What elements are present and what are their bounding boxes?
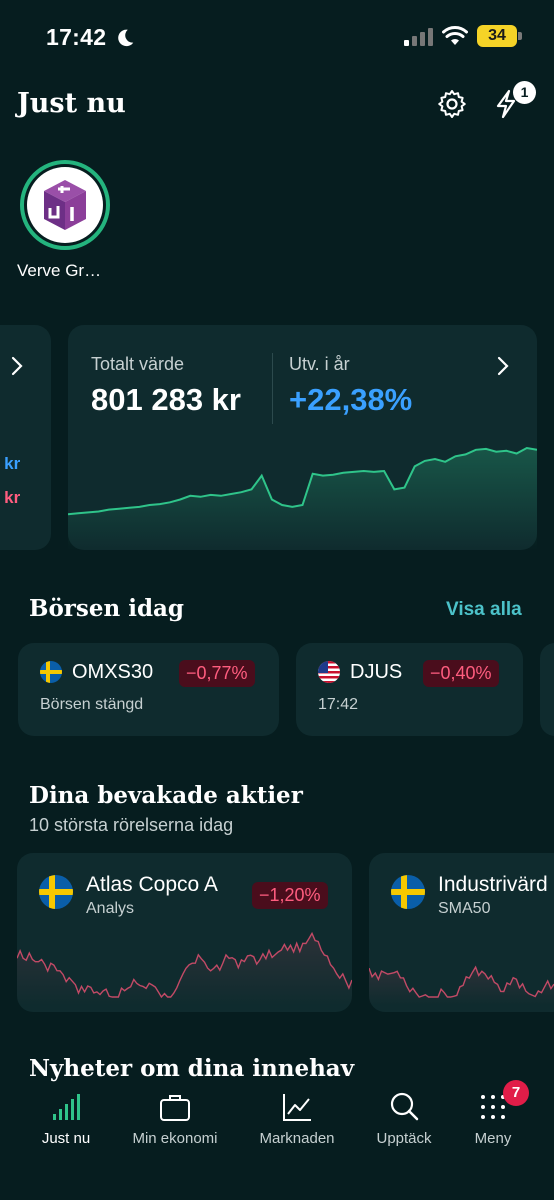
stock-sparkline — [369, 965, 554, 1005]
gear-icon[interactable] — [436, 88, 468, 120]
index-card-partial[interactable] — [540, 643, 554, 736]
nav-meny[interactable]: Meny — [438, 1090, 548, 1147]
stock-sparkline-line — [17, 931, 352, 999]
stock-change-badge: −1,20% — [252, 882, 328, 909]
market-section-title: Börsen idag — [29, 595, 185, 622]
usa-flag-icon — [318, 661, 340, 683]
stock-sparkline-area — [369, 967, 554, 1005]
index-name: DJUS — [350, 661, 403, 683]
total-value-label: Totalt värde — [91, 354, 185, 374]
status-time: 17:42 — [46, 24, 107, 50]
chevron-right-icon[interactable] — [496, 356, 510, 376]
index-change-badge: −0,77% — [179, 660, 255, 687]
index-card-djus[interactable] — [296, 643, 523, 736]
index-change-badge: −0,40% — [423, 660, 499, 687]
battery-icon: 34 — [477, 25, 517, 47]
cube-logo-icon — [44, 180, 86, 230]
signal-icon — [404, 28, 433, 46]
portfolio-chart-area — [68, 448, 537, 550]
stock-tag: SMA50 — [438, 900, 491, 917]
partial-account-card[interactable] — [0, 325, 51, 550]
index-status: 17:42 — [318, 696, 359, 713]
nav-label: Upptäck — [376, 1130, 432, 1147]
card-divider — [272, 353, 273, 424]
battery-cap — [518, 32, 522, 40]
sweden-flag-icon — [40, 661, 62, 683]
sweden-flag-icon — [39, 875, 73, 909]
development-value: +22,38% — [289, 382, 413, 417]
nav-label: Min ekonomi — [132, 1130, 218, 1147]
news-section-title: Nyheter om dina innehav — [29, 1055, 355, 1082]
nav-just-nu[interactable]: Just nu — [11, 1090, 121, 1147]
moon-icon — [118, 29, 134, 47]
partial-value-negative: 7 kr — [0, 488, 21, 507]
briefcase-icon — [160, 1095, 190, 1121]
line-chart-icon — [283, 1094, 311, 1121]
account-label[interactable]: Verve Gr… — [17, 261, 102, 280]
sweden-flag-icon — [391, 875, 425, 909]
development-label: Utv. i år — [289, 354, 350, 374]
stock-tag: Analys — [86, 900, 135, 917]
see-all-link[interactable]: Visa alla — [446, 599, 522, 620]
index-card-omxs30[interactable] — [18, 643, 279, 736]
nav-min-ekonomi[interactable]: Min ekonomi — [120, 1090, 230, 1147]
nav-marknaden[interactable]: Marknaden — [242, 1090, 352, 1147]
wifi-icon — [442, 26, 468, 45]
page-title: Just nu — [17, 88, 126, 119]
partial-value-positive: 3 kr — [0, 454, 21, 473]
account-logo — [27, 167, 103, 243]
watchlist-section-title: Dina bevakade aktier — [29, 782, 303, 809]
stock-sparkline — [17, 931, 352, 1005]
watchlist-subtitle: 10 största rörelserna idag — [29, 815, 234, 835]
stock-sparkline-line — [369, 965, 554, 998]
bolt-icon[interactable] — [492, 88, 522, 120]
nav-label: Just nu — [41, 1130, 91, 1147]
index-status: Börsen stängd — [40, 696, 144, 713]
chevron-right-icon — [11, 356, 23, 376]
total-value: 801 283 kr — [91, 382, 241, 417]
notification-badge: 1 — [513, 81, 536, 104]
search-icon — [390, 1092, 419, 1121]
stock-name: Industrivärd — [438, 873, 548, 896]
portfolio-chart — [68, 446, 537, 550]
nav-label: Marknaden — [259, 1130, 335, 1147]
bottom-navigation — [0, 1082, 554, 1200]
bars-icon — [53, 1094, 80, 1120]
index-name: OMXS30 — [72, 661, 154, 683]
menu-notification-badge: 7 — [503, 1080, 529, 1106]
nav-label: Meny — [474, 1130, 512, 1147]
portfolio-chart-line — [68, 446, 537, 516]
stock-sparkline-area — [17, 933, 352, 1005]
nav-upptack[interactable]: Upptäck — [349, 1090, 459, 1147]
stock-name: Atlas Copco A — [86, 873, 218, 896]
